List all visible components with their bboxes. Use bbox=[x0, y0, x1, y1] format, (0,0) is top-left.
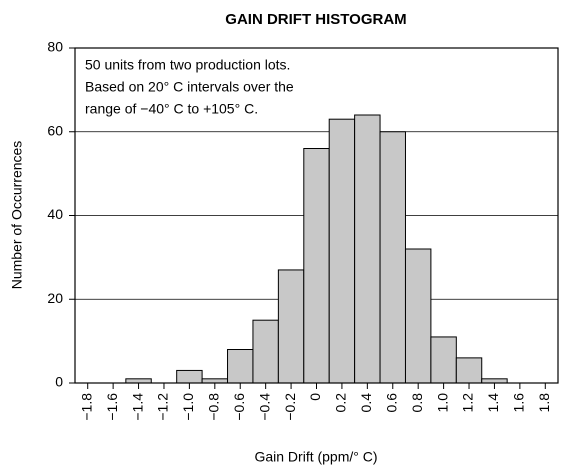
bar bbox=[379, 131, 406, 384]
y-tick-label: 20 bbox=[47, 290, 63, 306]
x-tick-label: 0 bbox=[307, 393, 323, 401]
x-tick-label: 0.6 bbox=[383, 393, 399, 413]
x-axis-label: Gain Drift (ppm/° C) bbox=[254, 449, 377, 465]
bar bbox=[277, 269, 305, 384]
bar bbox=[455, 357, 483, 384]
x-tick-label: 1.4 bbox=[485, 393, 501, 413]
x-tick-label: 1.2 bbox=[460, 393, 476, 413]
bar bbox=[328, 118, 356, 384]
x-tick-label: −0.4 bbox=[256, 393, 272, 421]
chart-title: GAIN DRIFT HISTOGRAM bbox=[225, 11, 406, 28]
annotation-box bbox=[77, 50, 377, 126]
x-tick-label: −0.2 bbox=[282, 393, 298, 421]
bar bbox=[481, 378, 508, 384]
x-tick-label: −1.2 bbox=[155, 393, 171, 421]
x-tick-label: −0.6 bbox=[231, 393, 247, 421]
x-tick-label: −1.6 bbox=[104, 393, 120, 421]
bar bbox=[252, 319, 279, 384]
y-tick-label: 40 bbox=[47, 206, 63, 222]
bar bbox=[303, 148, 330, 384]
annotation-text: 50 units from two production lots. bbox=[85, 57, 290, 73]
x-tick-label: 0.2 bbox=[333, 393, 349, 413]
bar bbox=[125, 378, 152, 384]
bar bbox=[201, 378, 229, 384]
bar bbox=[404, 248, 432, 384]
y-tick-label: 80 bbox=[47, 39, 63, 55]
y-tick-label: 0 bbox=[55, 374, 63, 390]
annotation-text: range of −40° C to +105° C. bbox=[85, 101, 258, 117]
x-tick-label: 1.0 bbox=[434, 393, 450, 413]
x-tick-label: 1.8 bbox=[536, 393, 552, 413]
x-tick-label: −1.8 bbox=[78, 393, 94, 421]
x-tick-label: 0.4 bbox=[358, 393, 374, 413]
bar bbox=[227, 349, 254, 384]
bar bbox=[430, 336, 457, 384]
x-tick-label: −1.0 bbox=[180, 393, 196, 421]
bar bbox=[354, 114, 381, 384]
x-tick-label: 1.6 bbox=[511, 393, 527, 413]
x-tick-label: −1.4 bbox=[129, 393, 145, 421]
bar bbox=[176, 369, 203, 384]
y-tick-label: 60 bbox=[47, 122, 63, 138]
annotation-text: Based on 20° C intervals over the bbox=[85, 79, 294, 95]
x-tick-label: 0.8 bbox=[409, 393, 425, 413]
y-axis-label: Number of Occurrences bbox=[9, 141, 25, 290]
x-tick-label: −0.8 bbox=[206, 393, 222, 421]
